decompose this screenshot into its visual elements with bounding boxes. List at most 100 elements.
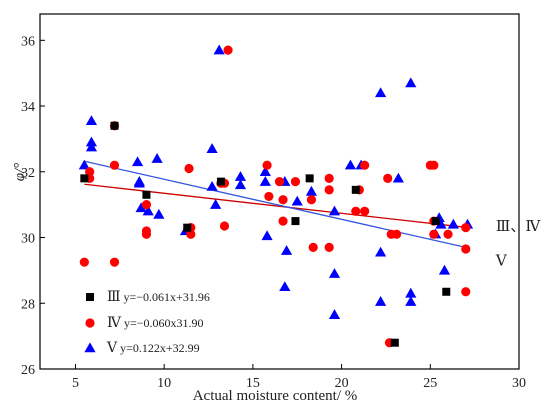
data-point-triangle xyxy=(210,199,222,209)
data-point-circle xyxy=(443,229,453,239)
legend-equation: y=−0.061x+31.96 xyxy=(124,290,210,304)
data-point-square xyxy=(80,174,89,183)
data-point-circle xyxy=(186,229,196,239)
data-point-circle xyxy=(306,195,317,205)
data-point-circle xyxy=(351,206,361,216)
data-point-square xyxy=(142,190,151,199)
y-tick-label: 30 xyxy=(21,232,35,247)
x-tick-label: 10 xyxy=(157,376,171,391)
data-point-triangle xyxy=(405,296,417,306)
data-point-triangle xyxy=(133,177,145,188)
data-point-circle xyxy=(184,163,194,174)
data-point-triangle xyxy=(206,143,218,153)
data-point-circle xyxy=(461,287,471,297)
data-point-triangle xyxy=(279,281,291,292)
y-axis-title: φ/° xyxy=(12,163,28,181)
y-tick-label: 28 xyxy=(21,297,35,312)
series-annotation: Ⅲ、Ⅳ xyxy=(496,219,541,235)
x-tick-label: 15 xyxy=(246,376,260,391)
data-point-triangle xyxy=(261,230,273,241)
data-point-triangle xyxy=(151,153,163,163)
x-axis-title: Actual moisture content/ % xyxy=(193,388,358,404)
data-point-square xyxy=(110,121,119,130)
data-point-triangle xyxy=(259,176,271,186)
data-point-square xyxy=(291,217,300,226)
data-point-triangle xyxy=(234,171,247,181)
trendline-Ⅴ xyxy=(84,160,466,249)
data-point-triangle xyxy=(392,172,404,183)
x-tick-label: 5 xyxy=(72,376,79,391)
data-point-square xyxy=(183,223,192,232)
data-point-triangle xyxy=(438,264,451,275)
data-point-triangle xyxy=(328,268,341,278)
legend-marker-circle xyxy=(85,318,95,328)
x-tick-label: 25 xyxy=(423,376,437,391)
legend-marker-square xyxy=(86,293,94,301)
data-point-circle xyxy=(109,257,120,267)
data-point-triangle xyxy=(375,87,387,98)
data-point-triangle xyxy=(234,179,247,190)
data-point-triangle xyxy=(85,115,98,126)
data-point-circle xyxy=(79,257,89,267)
legend-equation: y=−0.060x31.90 xyxy=(124,316,204,330)
data-point-triangle xyxy=(131,156,144,167)
data-point-triangle xyxy=(328,309,341,319)
data-point-circle xyxy=(461,244,471,254)
data-point-triangle xyxy=(405,287,417,298)
data-point-triangle xyxy=(280,245,293,255)
data-point-circle xyxy=(85,167,95,177)
data-point-square xyxy=(351,185,360,194)
annotations: Ⅲ、Ⅳ Ⅴ xyxy=(495,219,541,270)
data-point-circle xyxy=(264,191,274,202)
data-point-triangle xyxy=(405,77,417,88)
data-point-triangle xyxy=(142,205,154,216)
legend-marker-triangle xyxy=(84,342,96,353)
data-point-triangle xyxy=(259,166,271,176)
data-point-square xyxy=(305,174,314,183)
data-point-square xyxy=(216,177,225,186)
data-point-circle xyxy=(219,221,230,231)
data-point-circle xyxy=(262,160,272,170)
data-point-triangle xyxy=(85,136,98,147)
data-points xyxy=(78,44,474,348)
data-point-circle xyxy=(308,242,318,252)
data-point-square xyxy=(390,338,399,347)
data-point-square xyxy=(431,217,440,226)
data-point-triangle xyxy=(135,202,147,213)
data-point-circle xyxy=(274,177,285,187)
y-tick-label: 32 xyxy=(21,166,35,181)
y-tick-label: 26 xyxy=(21,363,35,378)
data-point-circle xyxy=(324,173,334,183)
data-point-circle xyxy=(324,242,334,252)
data-point-circle xyxy=(141,200,152,210)
data-point-circle xyxy=(324,185,334,195)
data-point-circle xyxy=(383,173,393,183)
legend-series-name: Ⅳ xyxy=(107,316,122,331)
data-point-triangle xyxy=(153,208,165,219)
data-point-triangle xyxy=(447,218,459,229)
data-point-triangle xyxy=(78,159,90,170)
data-point-triangle xyxy=(344,159,357,170)
series-annotation: Ⅴ xyxy=(495,254,508,270)
data-point-circle xyxy=(461,223,471,233)
data-point-circle xyxy=(360,206,370,216)
data-point-triangle xyxy=(291,195,303,206)
data-point-circle xyxy=(429,229,439,239)
legend-series-name: Ⅲ xyxy=(107,290,121,305)
data-point-circle xyxy=(360,160,370,170)
data-point-circle xyxy=(278,195,288,205)
data-point-triangle xyxy=(375,296,387,306)
legend-equation: y=0.122x+32.99 xyxy=(120,341,200,355)
data-point-triangle xyxy=(305,185,318,196)
data-point-triangle xyxy=(85,141,98,152)
data-point-square xyxy=(442,287,451,296)
data-point-circle xyxy=(109,160,120,170)
data-point-circle xyxy=(391,229,402,239)
x-tick-label: 20 xyxy=(335,376,349,391)
data-point-triangle xyxy=(213,44,225,55)
